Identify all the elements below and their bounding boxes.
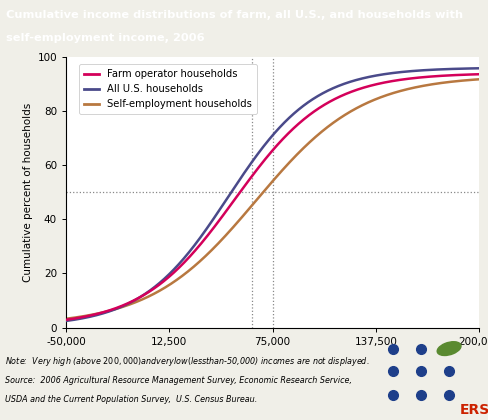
Text: Cumulative income distributions of farm, all U.S., and households with: Cumulative income distributions of farm,… (6, 10, 462, 21)
Text: Source:  2006 Agricultural Resource Management Survey, Economic Research Service: Source: 2006 Agricultural Resource Manag… (5, 376, 351, 385)
Legend: Farm operator households, All U.S. households, Self-employment households: Farm operator households, All U.S. house… (79, 64, 257, 114)
Text: Note:  Very high (above $200,000) and very low (less than $-50,000) incomes are : Note: Very high (above $200,000) and ver… (5, 355, 368, 368)
Text: ERS: ERS (459, 403, 488, 417)
Ellipse shape (436, 342, 460, 355)
Y-axis label: Cumulative percent of households: Cumulative percent of households (23, 102, 33, 282)
Text: USDA and the Current Population Survey,  U.S. Census Bureau.: USDA and the Current Population Survey, … (5, 395, 257, 404)
Text: self-employment income, 2006: self-employment income, 2006 (6, 33, 204, 43)
